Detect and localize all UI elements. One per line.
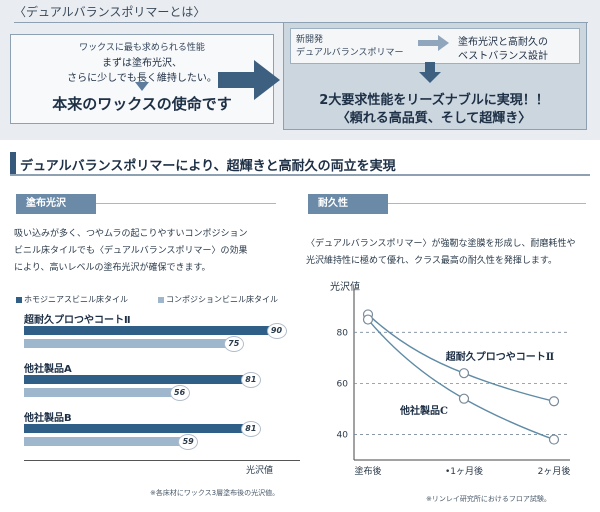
bar-composition xyxy=(24,437,193,446)
bar-value-label: 90 xyxy=(266,323,287,339)
durability-text-2: 光沢維持性に極めて優れ、クラス最高の耐久性を発揮します。 xyxy=(306,256,558,266)
headline-2: 〈頼れる高品質、そして超輝き〉 xyxy=(336,111,532,126)
y-tick-label: 80 xyxy=(337,328,349,338)
down-arrow-icon xyxy=(135,82,149,91)
x-tick-label: •1ヶ月後 xyxy=(445,465,483,477)
balance-line-2: ベストバランス設計 xyxy=(458,51,548,62)
data-point xyxy=(548,434,560,445)
data-point xyxy=(548,396,560,407)
legend-homogeneous-label: ホモジニアスビニル床タイル xyxy=(24,295,128,304)
bar-value-label: 56 xyxy=(169,385,190,401)
bar-chart-axis xyxy=(24,460,300,461)
series-label: 他社製品C xyxy=(399,404,448,417)
right-arrow-icon xyxy=(218,60,280,100)
data-point xyxy=(458,368,470,379)
balance-line-1: 塗布光沢と高耐久の xyxy=(458,37,548,48)
new-development-label: 新開発 xyxy=(296,35,324,45)
section-title: デュアルバランスポリマーにより、超輝きと高耐久の両立を実現 xyxy=(20,159,396,174)
down-arrow-icon xyxy=(419,62,441,83)
series-label: 超耐久プロつやコートⅡ xyxy=(445,350,554,363)
gloss-tab: 塗布光沢 xyxy=(16,194,96,214)
bar-value-label: 81 xyxy=(240,372,261,388)
legend-swatch-dark xyxy=(16,296,22,303)
bar-category-label: 超耐久プロつやコートⅡ xyxy=(24,315,131,326)
legend-composition-label: コンポジションビニル床タイル xyxy=(166,295,278,304)
gloss-text-1: 吸い込みが多く、つやムラの起こりやすいコンポジション xyxy=(14,229,248,239)
bar-value-label: 81 xyxy=(240,421,261,437)
bar-homogeneous xyxy=(24,375,255,384)
bar-axis-label: 光沢値 xyxy=(246,466,274,476)
mission-statement: 本来のワックスの使命です xyxy=(52,95,232,113)
bar-composition xyxy=(24,388,184,397)
requirement-line-2: まずは塗布光沢、 xyxy=(102,58,182,69)
bar-homogeneous xyxy=(24,326,281,335)
gloss-text-3: により、高いレベルの塗布光沢が確保できます。 xyxy=(14,263,211,273)
bar-homogeneous xyxy=(24,424,255,433)
bar-category-label: 他社製品B xyxy=(24,413,72,424)
durability-line-chart: 光沢値 40 60 80 塗布後 •1ヶ月後 2ヶ月後 超耐久プロつやコートⅡ 他社製品C xyxy=(330,280,571,477)
bar-value-label: 59 xyxy=(178,434,199,450)
polymer-name: デュアルバランスポリマー xyxy=(296,48,404,58)
right-arrow-icon xyxy=(418,35,449,51)
legend-swatch-light xyxy=(158,296,164,303)
durability-text-1: 〈デュアルバランスポリマー〉が強靭な塗膜を形成し、耐磨耗性や xyxy=(306,239,576,249)
x-tick-label: 塗布後 xyxy=(354,465,381,477)
y-axis-label: 光沢値 xyxy=(330,280,360,293)
y-tick-label: 60 xyxy=(337,379,349,389)
y-tick-label: 40 xyxy=(337,430,349,440)
intro-heading: 〈デュアルバランスポリマーとは〉 xyxy=(14,5,206,19)
gloss-text-2: ビニル床タイルでも〈デュアルバランスポリマー〉の効果 xyxy=(14,246,248,256)
gloss-tab-rule xyxy=(96,203,276,204)
durability-footnote: ※リンレイ研究所におけるフロア試験。 xyxy=(426,495,551,503)
headline-1: 2大要求性能をリーズナブルに実現！！ xyxy=(319,93,549,108)
legend-composition: コンポジションビニル床タイル xyxy=(158,294,278,305)
bar-value-label: 75 xyxy=(223,336,244,352)
durability-tab-rule xyxy=(388,203,586,204)
durability-tab: 耐久性 xyxy=(308,194,388,214)
section-rule xyxy=(10,174,590,176)
bar-category-label: 他社製品A xyxy=(24,364,72,375)
gloss-footnote: ※各床材にワックス3層塗布後の光沢値。 xyxy=(150,489,280,497)
legend-homogeneous: ホモジニアスビニル床タイル xyxy=(16,294,128,305)
bar-composition xyxy=(24,339,238,348)
data-point xyxy=(458,393,470,404)
data-point xyxy=(362,314,374,325)
x-tick-label: 2ヶ月後 xyxy=(538,465,571,477)
requirement-line-1: ワックスに最も求められる性能 xyxy=(79,43,205,53)
requirement-line-3: さらに少しでも長く維持したい。 xyxy=(67,73,217,84)
section-marker xyxy=(10,152,16,174)
